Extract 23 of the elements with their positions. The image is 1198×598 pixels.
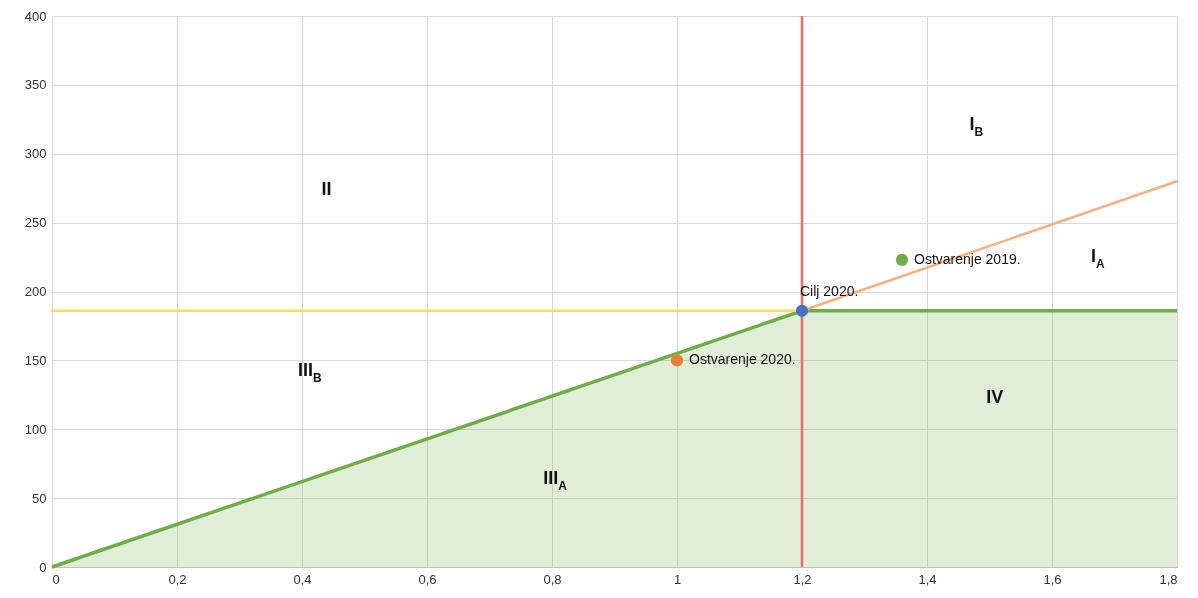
y-tick-label: 350 [24, 77, 47, 93]
y-tick-label: 100 [24, 421, 47, 437]
series-label: Ostvarenje 2019. [914, 250, 1021, 267]
series-label: Ostvarenje 2020. [689, 351, 796, 368]
x-tick-label: 0,6 [418, 571, 437, 587]
x-tick-label: 1,8 [1159, 571, 1178, 587]
x-tick-label: 1,6 [1043, 571, 1062, 587]
x-tick-label: 1 [673, 571, 682, 587]
y-tick-label: 50 [32, 490, 47, 506]
y-tick-label: 200 [24, 284, 47, 299]
y-tick-label: 400 [24, 8, 47, 24]
annotation: IV [986, 387, 1004, 408]
y-tick-label: 250 [24, 215, 47, 231]
x-tick-label: 0,4 [293, 571, 312, 587]
annotation: II [321, 178, 332, 199]
y-tick-label: 150 [24, 352, 47, 368]
y-tick-label: 0 [39, 559, 47, 575]
x-tick-label: 1,2 [793, 571, 812, 587]
x-tick-label: 0 [52, 571, 60, 587]
y-tick-label: 300 [24, 146, 47, 162]
x-tick-label: 0,2 [168, 571, 187, 587]
x-tick-label: 0,8 [543, 571, 562, 587]
x-tick-label: 1,4 [918, 571, 937, 587]
